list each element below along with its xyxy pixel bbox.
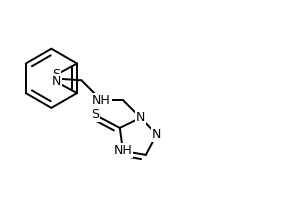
Text: N: N [152,128,161,141]
Text: N: N [52,75,61,88]
Text: S: S [92,108,99,121]
Text: N: N [136,111,145,124]
Text: S: S [52,68,60,81]
Text: NH: NH [92,94,110,106]
Text: NH: NH [114,144,132,157]
